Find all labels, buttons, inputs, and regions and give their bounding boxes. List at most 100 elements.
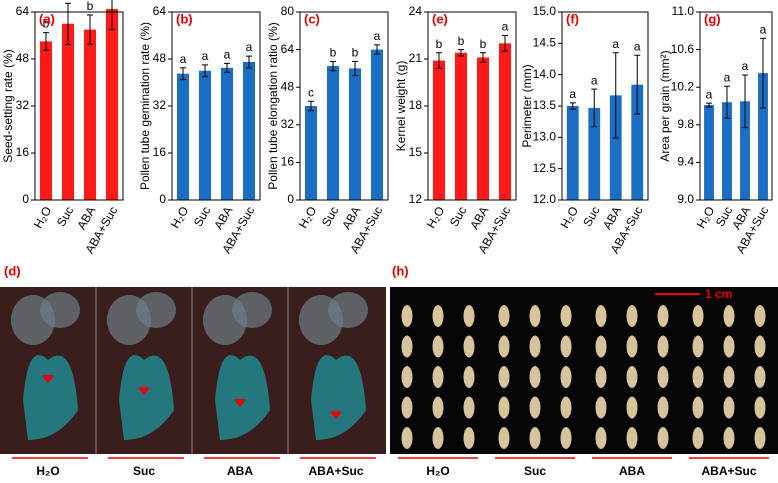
- significance-letter: a: [742, 59, 749, 73]
- y-tick-label: 32: [153, 98, 167, 112]
- panel-label: (e): [432, 11, 448, 26]
- error-bar: [634, 54, 641, 115]
- y-tick-label: 80: [281, 4, 295, 18]
- significance-letter: a: [502, 20, 509, 34]
- flower: [215, 355, 270, 440]
- grain: [626, 396, 638, 419]
- y-tick-label: 21: [409, 51, 423, 65]
- y-tick-label: 9.8: [677, 117, 694, 131]
- grain: [692, 427, 704, 449]
- grain: [626, 366, 638, 388]
- grain: [692, 335, 704, 358]
- grain: [432, 427, 444, 449]
- plot-frame: [427, 11, 517, 201]
- bar: [740, 101, 750, 200]
- y-tick-label: 32: [281, 117, 295, 131]
- x-tick-label: H₂O: [168, 204, 191, 231]
- flower: [311, 355, 366, 440]
- error-bar: [330, 60, 336, 72]
- y-tick-label: 10.6: [671, 42, 695, 56]
- y-tick-label: 10.2: [671, 79, 695, 93]
- grain: [560, 366, 572, 388]
- grain: [432, 366, 444, 388]
- bar: [432, 60, 446, 200]
- bar: [176, 73, 190, 200]
- grain: [560, 427, 572, 449]
- arrow: [234, 399, 246, 407]
- bar: [476, 57, 490, 200]
- y-tick-label: 11.0: [672, 4, 695, 18]
- grain: [723, 335, 735, 358]
- x-tick-label: H₂O: [296, 204, 319, 231]
- bar: [588, 107, 601, 200]
- y-tick-label: 18: [409, 98, 423, 112]
- error-bar: [724, 85, 730, 119]
- photo-background: [390, 287, 778, 454]
- grain: [626, 305, 638, 327]
- error-bar: [706, 102, 712, 108]
- caption: Suc: [133, 464, 155, 478]
- caption: H₂O: [426, 464, 449, 478]
- error-bar: [742, 74, 748, 129]
- panel-label: (a): [39, 11, 55, 26]
- bar: [631, 84, 644, 200]
- grain: [498, 427, 510, 449]
- significance-letter: ab: [61, 0, 75, 1]
- x-tick-label: H₂O: [31, 204, 54, 231]
- significance-letter: a: [706, 87, 713, 101]
- bar: [758, 73, 768, 200]
- y-tick-label: 64: [281, 42, 295, 56]
- bar: [198, 70, 212, 200]
- grain: [529, 335, 541, 358]
- y-axis-label: Seed-setting rate (%): [1, 49, 15, 162]
- significance-letter: a: [634, 39, 641, 53]
- caption: ABA+Suc: [308, 464, 363, 478]
- bar: [220, 67, 234, 200]
- significance-letter: a: [374, 29, 381, 43]
- plot-frame: [299, 11, 389, 201]
- caption: ABA: [619, 464, 645, 478]
- grain: [529, 427, 541, 449]
- x-tick-label: H₂O: [694, 204, 717, 231]
- bar: [61, 23, 75, 200]
- bar: [242, 61, 256, 200]
- error-bar: [760, 37, 766, 109]
- error-bar: [65, 2, 71, 45]
- grain: [560, 396, 572, 419]
- significance-letter: b: [352, 46, 359, 60]
- error-bar: [308, 100, 314, 112]
- plot-frame: [34, 11, 124, 201]
- y-tick-label: 64: [16, 4, 30, 18]
- panel-label: (f): [566, 11, 579, 26]
- arrow: [42, 375, 54, 383]
- significance-letter: b: [87, 0, 94, 13]
- y-tick-label: 0: [159, 192, 166, 206]
- flower: [23, 355, 78, 440]
- grain: [529, 366, 541, 388]
- error-bar: [109, 0, 115, 31]
- caption: ABA: [227, 464, 253, 478]
- error-bar: [502, 35, 508, 52]
- grain: [463, 305, 475, 327]
- grain: [498, 396, 510, 419]
- plot-frame: [171, 11, 261, 201]
- grain: [692, 305, 704, 327]
- bar: [704, 105, 714, 200]
- error-bar: [87, 14, 93, 45]
- y-axis-label: Pollen tube gemination rate (%): [138, 22, 152, 190]
- significance-letter: a: [224, 48, 231, 62]
- grain: [463, 427, 475, 449]
- flower: [119, 355, 174, 440]
- grain: [401, 396, 413, 419]
- grain: [657, 427, 669, 449]
- grain: [754, 427, 766, 449]
- bar: [566, 106, 579, 200]
- grain: [754, 335, 766, 358]
- bar: [498, 43, 512, 201]
- y-axis-label: Pollen tube elongation ratio (%): [266, 22, 280, 189]
- y-tick-label: 14.0: [533, 67, 557, 81]
- grain: [529, 396, 541, 419]
- significance-letter: a: [202, 49, 209, 63]
- grain: [401, 305, 413, 327]
- grain: [723, 305, 735, 327]
